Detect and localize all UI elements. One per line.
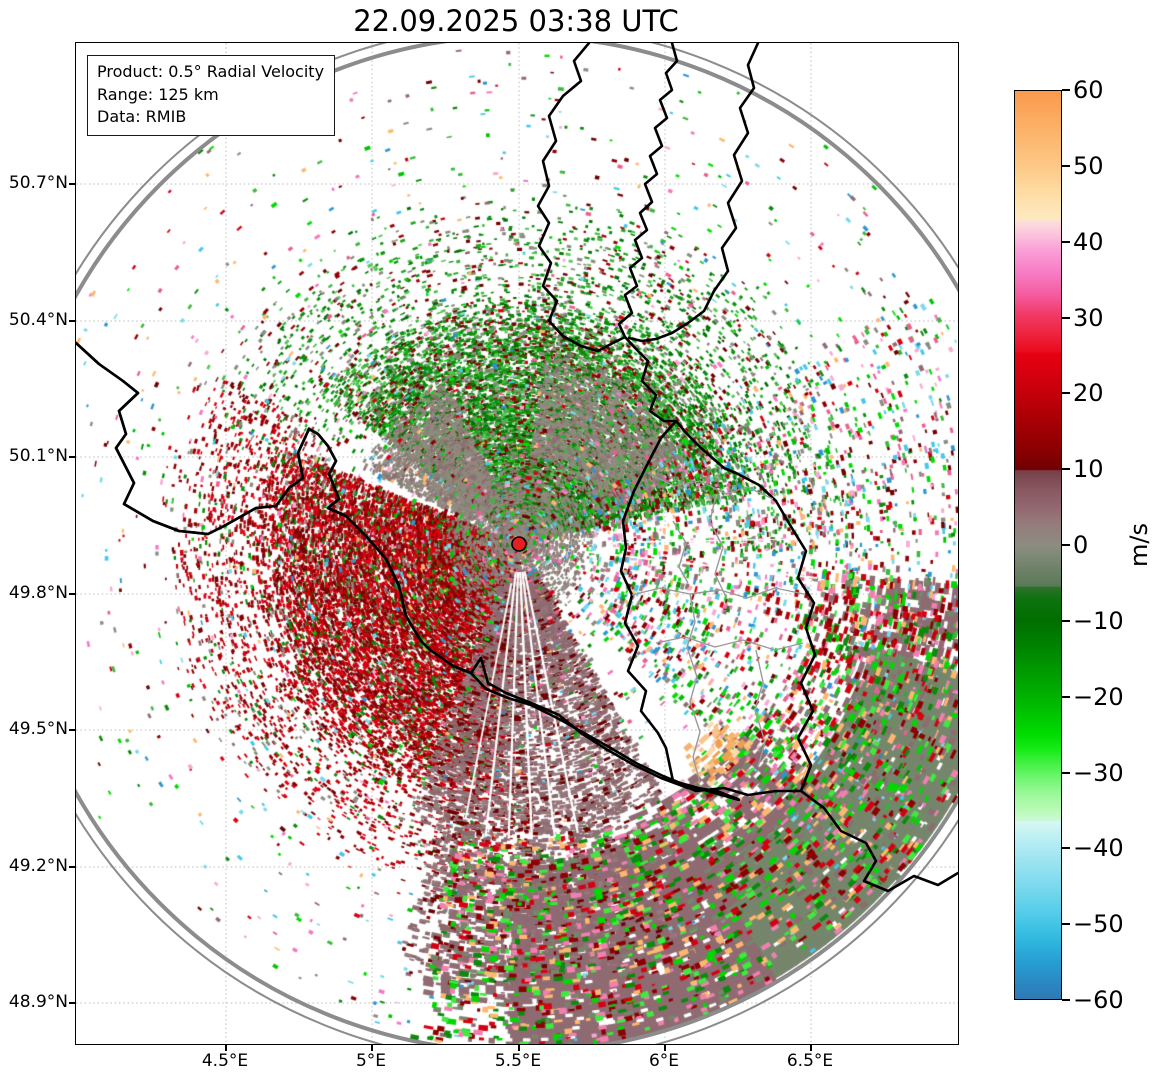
colorbar-tick-label: −10 <box>1073 606 1124 635</box>
x-tick-mark <box>371 1045 373 1051</box>
y-tick-mark <box>69 866 75 868</box>
info-box-range: Range: 125 km <box>97 84 219 104</box>
colorbar-tick-label: −60 <box>1073 986 1124 1014</box>
plot-title: 22.09.2025 03:38 UTC <box>353 4 679 38</box>
info-box-source: Data: RMIB <box>97 107 187 127</box>
colorbar-tick-mark <box>1062 695 1070 698</box>
colorbar-tick-mark <box>1062 923 1070 926</box>
x-tick-label: 6°E <box>648 1051 680 1071</box>
map-plot-area: Product: 0.5° Radial Velocity Range: 125… <box>75 42 959 1045</box>
colorbar-tick-mark <box>1062 847 1070 850</box>
colorbar-tick-mark <box>1062 468 1070 471</box>
country-border <box>76 341 740 801</box>
y-tick-label: 49.8°N <box>8 583 68 603</box>
region-border <box>655 636 804 651</box>
colorbar-tick-label: 0 <box>1073 531 1089 559</box>
y-tick-mark <box>69 593 75 595</box>
region-border <box>631 587 805 599</box>
x-tick-mark <box>810 1045 812 1051</box>
y-tick-mark <box>69 456 75 458</box>
country-border <box>799 789 958 893</box>
info-box: Product: 0.5° Radial Velocity Range: 125… <box>87 55 336 137</box>
region-border <box>672 520 689 584</box>
colorbar-tick-mark <box>1062 89 1070 91</box>
colorbar-tick-mark <box>1062 164 1070 167</box>
radar-site-marker <box>511 536 527 552</box>
colorbar-gradient <box>1014 90 1062 1000</box>
colorbar-tick-label: −40 <box>1073 834 1124 863</box>
y-tick-label: 50.1°N <box>8 446 68 466</box>
y-tick-label: 49.2°N <box>8 856 68 876</box>
x-tick-label: 5°E <box>355 1051 387 1071</box>
y-tick-label: 49.5°N <box>8 719 68 739</box>
country-border <box>619 335 817 797</box>
country-border <box>627 43 760 343</box>
region-border <box>686 593 701 784</box>
colorbar-tick-label: 30 <box>1073 303 1104 332</box>
region-border <box>709 493 728 600</box>
y-tick-label: 50.4°N <box>8 310 68 330</box>
colorbar-tick-mark <box>1062 771 1070 774</box>
x-tick-mark <box>664 1045 666 1051</box>
y-tick-label: 50.7°N <box>8 173 68 193</box>
colorbar-tick-label: 60 <box>1073 76 1104 104</box>
colorbar-tick-mark <box>1062 392 1070 395</box>
country-border <box>76 341 741 802</box>
colorbar-tick-label: −20 <box>1073 682 1124 711</box>
country-border <box>536 43 679 353</box>
y-tick-mark <box>69 183 75 185</box>
region-border <box>754 649 766 768</box>
x-tick-label: 4.5°E <box>201 1051 249 1071</box>
colorbar-tick-label: −30 <box>1073 758 1124 787</box>
colorbar-tick-mark <box>1062 619 1070 622</box>
colorbar-unit-label: m/s <box>1125 523 1153 567</box>
colorbar-tick-mark <box>1062 999 1070 1001</box>
colorbar-tick-label: 20 <box>1073 379 1104 408</box>
x-tick-label: 5.5°E <box>494 1051 542 1071</box>
y-tick-label: 48.9°N <box>8 992 68 1012</box>
y-tick-mark <box>69 1002 75 1004</box>
info-box-product: Product: 0.5° Radial Velocity <box>97 62 325 81</box>
colorbar-tick-label: 10 <box>1073 455 1104 484</box>
y-tick-mark <box>69 729 75 731</box>
colorbar-tick-mark <box>1062 544 1070 546</box>
x-tick-label: 6.5°E <box>786 1051 834 1071</box>
x-tick-mark <box>225 1045 227 1051</box>
colorbar-tick-mark <box>1062 316 1070 319</box>
map-overlay <box>76 43 958 1044</box>
region-border <box>647 472 774 500</box>
colorbar-tick-label: −50 <box>1073 910 1124 939</box>
y-tick-mark <box>69 320 75 322</box>
x-tick-mark <box>518 1045 520 1051</box>
colorbar-tick-mark <box>1062 240 1070 243</box>
colorbar-tick-label: 50 <box>1073 151 1104 180</box>
colorbar: 60 50 40 30 20 10 0 −10 −20 −30 −40 −50 −60 <box>1014 76 1124 1014</box>
colorbar-tick-label: 40 <box>1073 227 1104 256</box>
